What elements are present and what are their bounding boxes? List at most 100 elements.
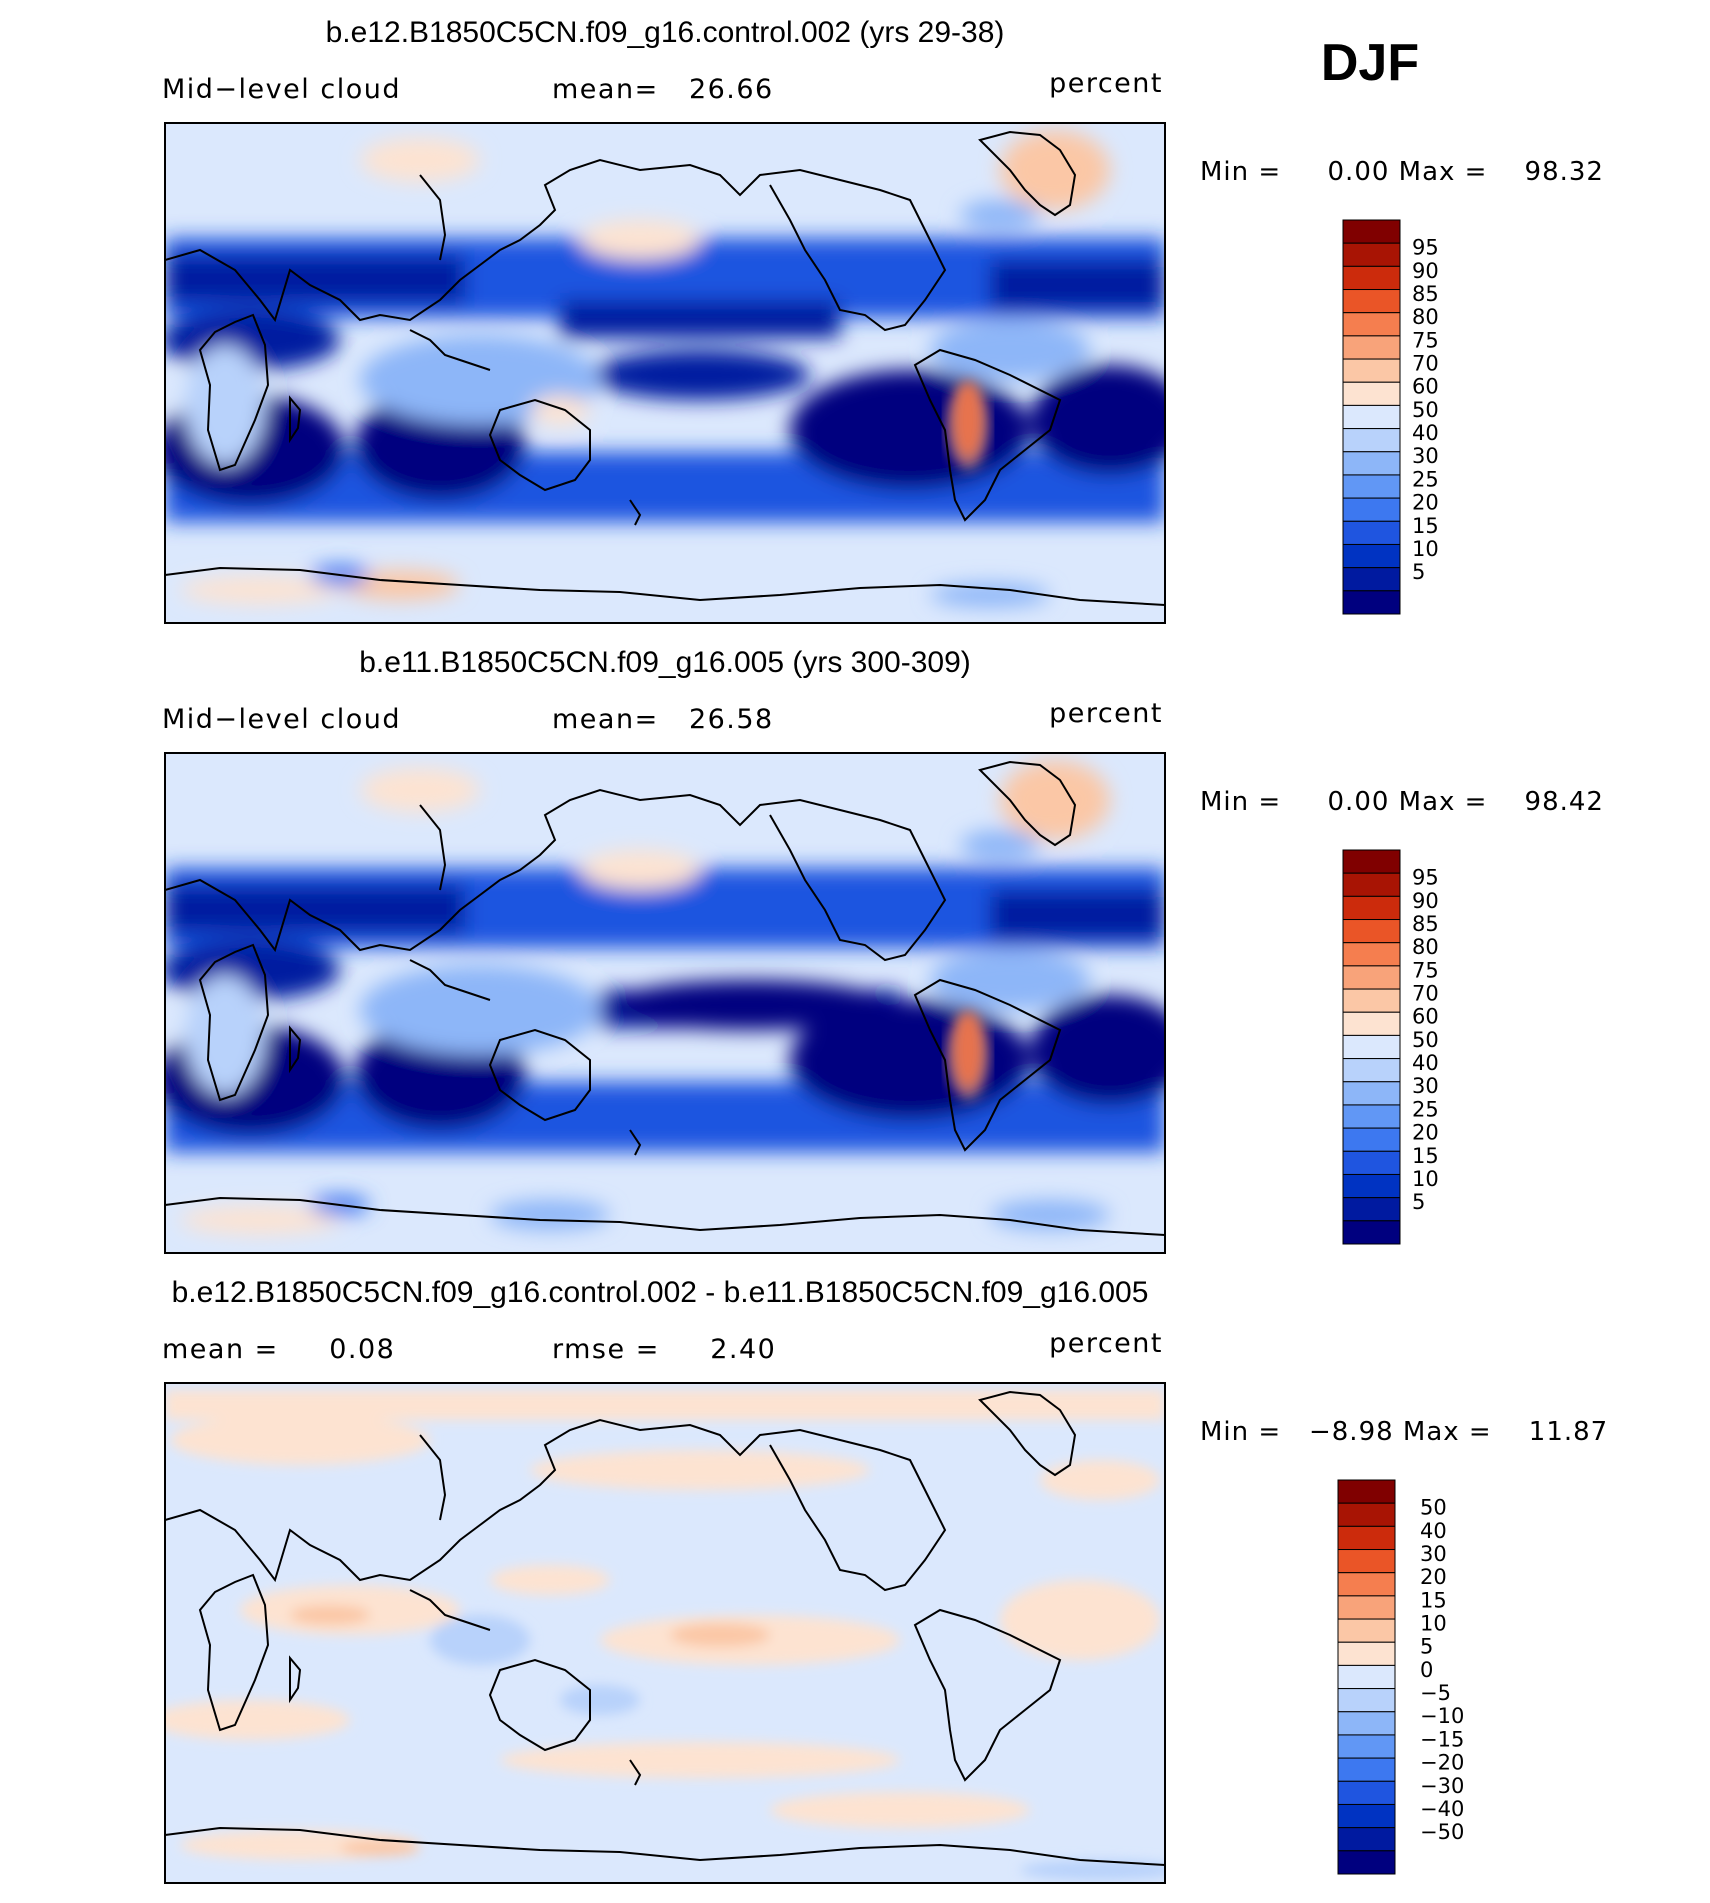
- colorbar-swatch: [1337, 1641, 1396, 1666]
- min-max-label: Min = −8.98 Max = 11.87: [1200, 1417, 1608, 1447]
- panel-control: b.e12.B1850C5CN.f09_g16.control.002 (yrs…: [162, 16, 1604, 624]
- colorbar-swatch: [1337, 1618, 1396, 1643]
- colorbar-swatch: [1337, 1711, 1396, 1736]
- colorbar-tick-label: 85: [1412, 912, 1439, 936]
- colorbar-tick-label: 15: [1420, 1588, 1447, 1612]
- colorbar-swatch: [1337, 1525, 1396, 1551]
- colorbar-swatch: [1342, 1081, 1401, 1106]
- colorbar-swatch: [1342, 942, 1401, 967]
- difference-field: [165, 1390, 1165, 1880]
- mean-label: mean= 26.58: [552, 704, 774, 735]
- min-max-label: Min = 0.00 Max = 98.42: [1200, 787, 1604, 817]
- colorbar-tick-label: 5: [1412, 560, 1425, 584]
- colorbar-swatch: [1337, 1803, 1396, 1829]
- colorbar-swatch: [1342, 358, 1401, 383]
- colorbar-tick-label: 15: [1412, 514, 1439, 538]
- rmse-label: rmse = 2.40: [552, 1334, 776, 1365]
- mean-label: mean = 0.08: [162, 1334, 395, 1365]
- colorbar-swatch: [1342, 1034, 1401, 1060]
- colorbar-swatch: [1342, 543, 1401, 569]
- colorbar-tick-label: 60: [1412, 1005, 1439, 1029]
- colorbar-swatch: [1337, 1502, 1396, 1527]
- colorbar-swatch: [1337, 1688, 1396, 1713]
- colorbar-tick-label: −20: [1420, 1751, 1464, 1775]
- colorbar-tick-label: 10: [1420, 1612, 1447, 1636]
- colorbar-tick-label: 40: [1412, 421, 1439, 445]
- colorbar-swatch: [1342, 219, 1401, 244]
- map-panel: [165, 123, 1165, 623]
- colorbar-swatch: [1342, 895, 1401, 921]
- colorbar-tick-label: 20: [1412, 1121, 1439, 1145]
- colorbar-swatch: [1342, 335, 1401, 360]
- units-label: percent: [1049, 68, 1163, 99]
- colorbar-tick-label: 20: [1412, 491, 1439, 515]
- colorbar-swatch: [1342, 988, 1401, 1013]
- colorbar-tick-label: 50: [1412, 398, 1439, 422]
- colorbar-swatch: [1337, 1734, 1396, 1759]
- colorbar-swatch: [1337, 1850, 1396, 1875]
- colorbar-swatch: [1337, 1479, 1396, 1504]
- colorbar-swatch: [1342, 1058, 1401, 1083]
- map-panel: [165, 753, 1165, 1253]
- mean-label: mean= 26.66: [552, 74, 774, 105]
- colorbar-tick-label: −5: [1420, 1681, 1451, 1705]
- colorbar-swatch: [1337, 1664, 1396, 1690]
- coastlines: [165, 760, 1165, 1236]
- colorbar-tick-label: 90: [1412, 259, 1439, 283]
- panel-title: b.e12.B1850C5CN.f09_g16.control.002 - b.…: [172, 1276, 1149, 1309]
- colorbar-tick-label: 10: [1412, 1167, 1439, 1191]
- colorbar-swatch: [1342, 428, 1401, 453]
- colorbar-swatch: [1337, 1757, 1396, 1782]
- colorbar-tick-label: 40: [1412, 1051, 1439, 1075]
- units-label: percent: [1049, 698, 1163, 729]
- colorbar-swatch: [1342, 265, 1401, 291]
- colorbar-swatch: [1342, 965, 1401, 990]
- colorbar-tick-label: 30: [1420, 1542, 1447, 1566]
- colorbar-tick-label: 10: [1412, 537, 1439, 561]
- colorbar-swatch: [1342, 451, 1401, 476]
- colorbar-tick-label: −15: [1420, 1727, 1464, 1751]
- colorbar-swatch: [1342, 381, 1401, 406]
- colorbar-tick-label: 0: [1420, 1658, 1433, 1682]
- colorbar-swatch: [1337, 1572, 1396, 1597]
- panel-difference: b.e12.B1850C5CN.f09_g16.control.002 - b.…: [162, 1276, 1608, 1884]
- colorbar-swatch: [1342, 520, 1401, 545]
- colorbar-swatch: [1342, 1011, 1401, 1036]
- colorbar-swatch: [1342, 567, 1401, 592]
- colorbar-tick-label: 75: [1412, 958, 1439, 982]
- colorbar-swatch: [1342, 919, 1401, 944]
- colorbar-swatch: [1342, 1220, 1401, 1245]
- colorbar-tick-label: −50: [1420, 1820, 1464, 1844]
- min-max-label: Min = 0.00 Max = 98.32: [1200, 157, 1604, 187]
- colorbar-tick-label: 85: [1412, 282, 1439, 306]
- colorbar-swatch: [1342, 1150, 1401, 1175]
- panel-title: b.e12.B1850C5CN.f09_g16.control.002 (yrs…: [326, 16, 1005, 49]
- colorbar-swatch: [1337, 1827, 1396, 1852]
- colorbar-tick-label: 25: [1412, 1097, 1439, 1121]
- colorbar-swatch: [1342, 289, 1401, 314]
- map-frame: [164, 122, 1166, 624]
- colorbar-tick-label: 15: [1412, 1144, 1439, 1168]
- colorbar-tick-label: 30: [1412, 1074, 1439, 1098]
- colorbar-swatch: [1342, 849, 1401, 874]
- colorbar-tick-label: 30: [1412, 444, 1439, 468]
- colorbar-tick-label: 5: [1420, 1635, 1433, 1659]
- colorbar-swatch: [1337, 1780, 1396, 1805]
- colorbar-tick-label: 90: [1412, 889, 1439, 913]
- colorbar-tick-label: 60: [1412, 375, 1439, 399]
- colorbar-tick-label: 70: [1412, 982, 1439, 1006]
- colorbar-swatch: [1342, 1173, 1401, 1199]
- map-frame: [164, 1382, 1166, 1884]
- map-panel: [165, 1383, 1165, 1883]
- colorbar-tick-label: 95: [1412, 236, 1439, 260]
- colorbar-swatch: [1342, 242, 1401, 267]
- field-label: Mid−level cloud: [162, 74, 401, 105]
- colorbar-swatch: [1342, 312, 1401, 337]
- colorbar-tick-label: 95: [1412, 866, 1439, 890]
- colorbar-tick-label: 25: [1412, 467, 1439, 491]
- colorbar-swatch: [1342, 872, 1401, 897]
- colorbar-swatch: [1342, 404, 1401, 430]
- colorbar-tick-label: 40: [1420, 1519, 1447, 1543]
